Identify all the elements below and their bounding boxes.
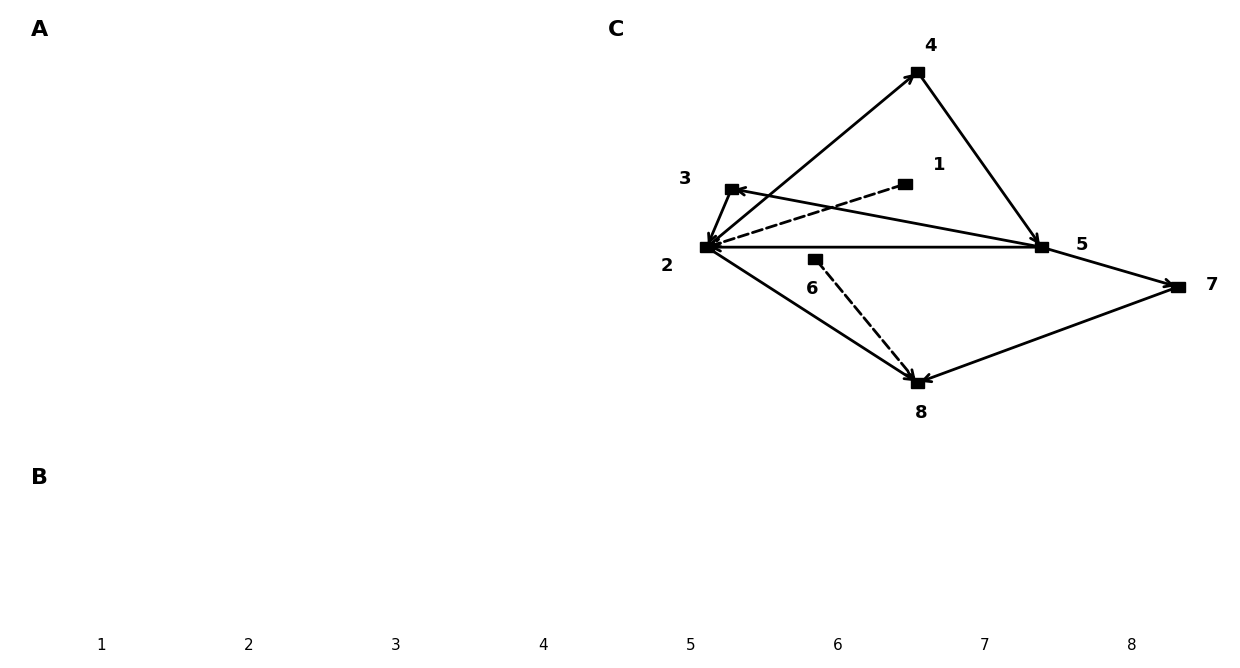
Text: 1.5x: 1.5x — [131, 483, 155, 493]
Text: 5: 5 — [686, 639, 696, 653]
Bar — [238, 189, 379, 281]
Text: 1: 1 — [97, 639, 107, 653]
Text: 6: 6 — [806, 281, 818, 298]
Text: 7: 7 — [980, 639, 990, 653]
Text: 6: 6 — [833, 639, 843, 653]
Text: 4: 4 — [538, 639, 548, 653]
Text: C: C — [608, 20, 624, 40]
Text: 2: 2 — [660, 257, 673, 275]
Bar — [724, 184, 738, 194]
Bar — [1171, 282, 1184, 292]
Text: 5: 5 — [1075, 236, 1089, 254]
Bar — [253, 214, 324, 272]
Bar — [808, 254, 822, 264]
Text: 3: 3 — [678, 170, 692, 188]
Bar — [1034, 242, 1049, 253]
Text: 8: 8 — [914, 404, 928, 422]
Text: 4: 4 — [924, 37, 936, 55]
Text: A: A — [31, 20, 48, 40]
Text: 2: 2 — [244, 639, 254, 653]
Text: 8: 8 — [1127, 639, 1137, 653]
Bar — [910, 67, 924, 77]
Text: 1: 1 — [932, 156, 946, 174]
Bar — [910, 377, 924, 388]
Bar — [699, 242, 714, 253]
Text: B: B — [31, 468, 48, 488]
Text: 3: 3 — [391, 639, 401, 653]
Text: 7: 7 — [1205, 276, 1219, 293]
Bar — [898, 179, 911, 189]
